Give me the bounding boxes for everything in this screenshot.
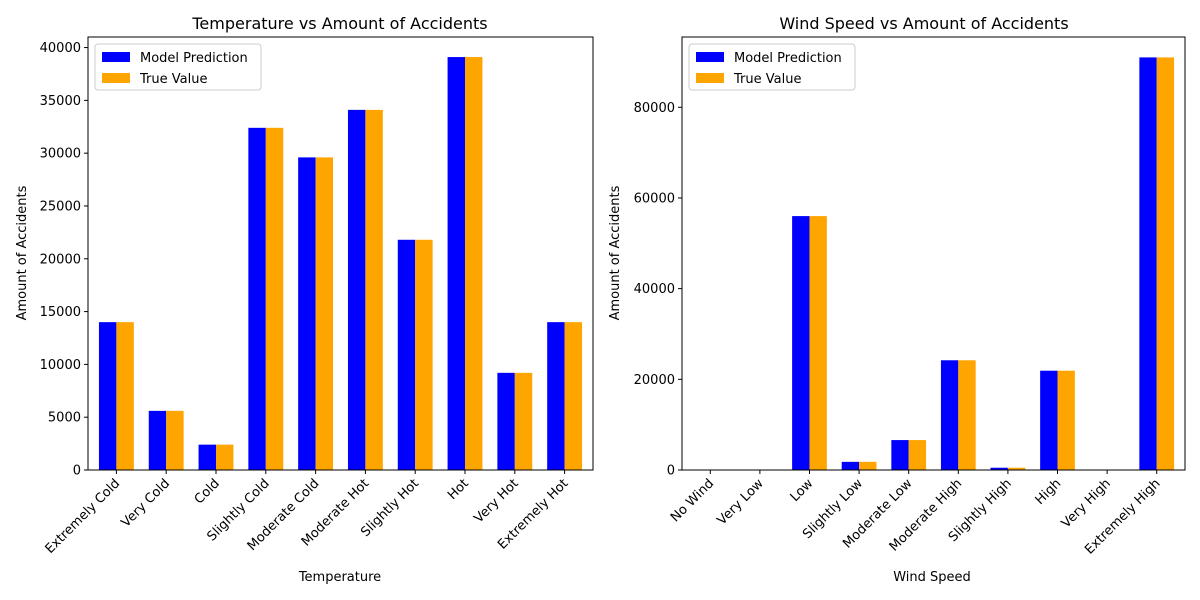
bar-true-value (564, 322, 583, 470)
y-tick-label: 40000 (40, 41, 81, 56)
x-tick-label: Very Low (715, 476, 767, 528)
bar-true-value (908, 440, 927, 470)
plot-frame (681, 36, 1186, 471)
x-axis-label: Temperature (298, 570, 381, 585)
y-tick-label: 0 (73, 464, 81, 479)
x-tick-label: Very Cold (119, 476, 173, 530)
y-tick-label: 30000 (40, 147, 81, 162)
bar-model-prediction (248, 127, 266, 470)
temperature-chart: Temperature vs Amount of Accidents 0 5000… (15, 14, 594, 585)
bar-model-prediction (198, 444, 216, 470)
bar-model-prediction (397, 239, 416, 470)
bar-true-value (809, 216, 827, 470)
y-tick-label: 0 (667, 464, 675, 479)
x-tick-label: High (1033, 476, 1065, 508)
bar-true-value (315, 157, 334, 470)
bar-true-value (166, 410, 184, 470)
x-tick-label: Extremely Cold (43, 476, 124, 557)
chart-title: Wind Speed vs Amount of Accidents (779, 14, 1068, 33)
bar-model-prediction (990, 467, 1008, 470)
legend-box (688, 43, 856, 91)
legend-box (94, 43, 262, 91)
legend-label: Model Prediction (734, 51, 842, 66)
bar-true-value (215, 444, 234, 470)
bar-model-prediction (148, 410, 167, 470)
legend-swatch (102, 52, 130, 62)
y-tick-label: 5000 (48, 411, 81, 426)
bar-model-prediction (547, 322, 565, 470)
bar-true-value (859, 461, 877, 470)
bar-model-prediction (1040, 370, 1058, 470)
legend-label: True Value (733, 72, 801, 87)
y-axis-label: Amount of Accidents (15, 185, 30, 320)
y-tick-label: 80000 (634, 101, 675, 116)
legend-swatch (696, 73, 724, 83)
bar-model-prediction (98, 322, 117, 470)
bar-model-prediction (891, 440, 909, 470)
y-tick-label: 25000 (40, 199, 81, 214)
bar-model-prediction (298, 157, 316, 470)
legend-label: True Value (139, 72, 207, 87)
bar-model-prediction (841, 461, 860, 470)
bar-model-prediction (347, 109, 366, 471)
y-tick-label: 60000 (634, 191, 675, 206)
bar-model-prediction (940, 360, 959, 470)
bar-true-value (1007, 467, 1026, 470)
wind-speed-chart: Wind Speed vs Amount of Accidents 0 20000… (608, 14, 1186, 585)
y-tick-label: 20000 (40, 252, 81, 267)
y-tick-label: 10000 (40, 358, 81, 373)
bar-model-prediction (1139, 57, 1157, 471)
x-tick-label: No Wind (668, 476, 717, 525)
y-tick-label: 20000 (634, 373, 675, 388)
bar-model-prediction (447, 57, 466, 470)
bar-true-value (958, 360, 976, 470)
y-axis-label: Amount of Accidents (608, 185, 623, 320)
bar-true-value (265, 127, 284, 470)
x-tick-label: Cold (192, 476, 223, 507)
plot-frame (87, 36, 594, 471)
y-tick-label: 40000 (634, 282, 675, 297)
bar-model-prediction (497, 372, 515, 470)
bar-true-value (514, 372, 533, 470)
bar-true-value (1057, 370, 1075, 470)
x-tick-label: Very Hot (472, 476, 522, 526)
legend-swatch (696, 52, 724, 62)
x-axis-label: Wind Speed (893, 570, 971, 585)
bar-true-value (1156, 57, 1175, 471)
chart-title: Temperature vs Amount of Accidents (191, 14, 487, 33)
bar-true-value (415, 239, 433, 470)
bar-true-value (116, 322, 134, 470)
legend-label: Model Prediction (140, 51, 248, 66)
y-tick-label: 15000 (40, 305, 81, 320)
legend-swatch (102, 73, 130, 83)
y-tick-label: 35000 (40, 94, 81, 109)
bar-model-prediction (792, 216, 810, 470)
bar-true-value (365, 109, 383, 471)
bar-true-value (465, 57, 483, 470)
x-tick-label: Low (788, 476, 817, 505)
x-tick-label: Hot (445, 476, 472, 503)
